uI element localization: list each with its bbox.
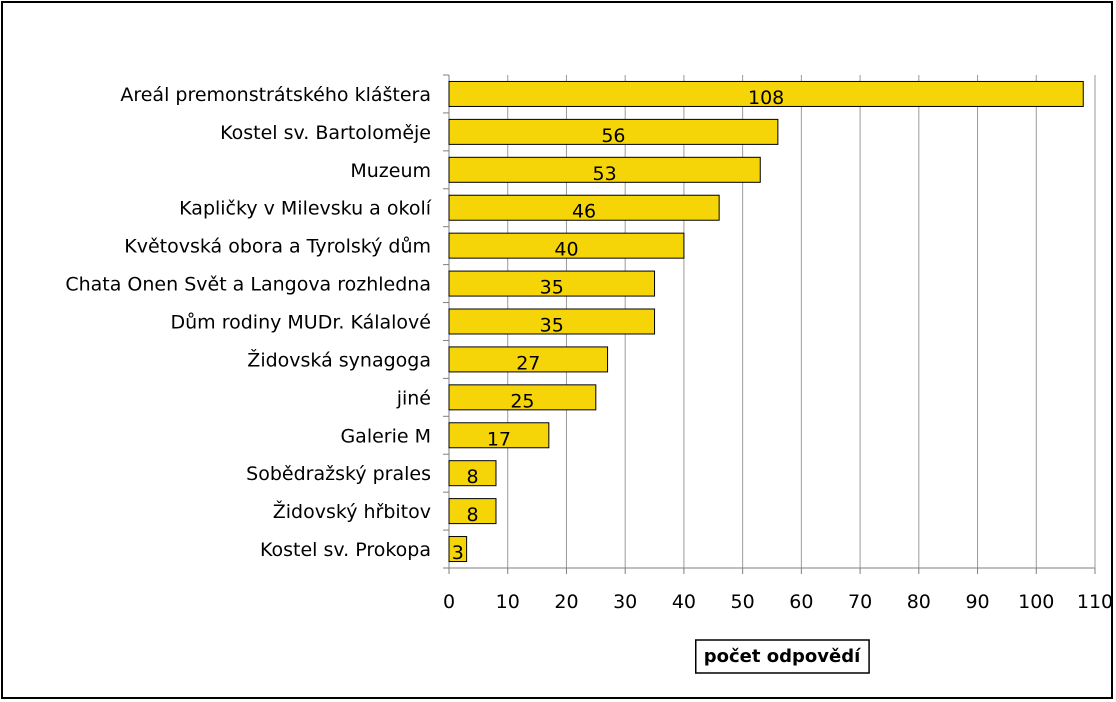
category-label-5: Chata Onen Svět a Langova rozhledna — [65, 274, 431, 296]
bar-3 — [448, 194, 720, 221]
category-label-12: Kostel sv. Prokopa — [260, 539, 431, 561]
category-label-1: Kostel sv. Bartoloměje — [220, 122, 431, 144]
data-label-6: 35 — [540, 315, 564, 337]
bar-8 — [448, 384, 597, 411]
data-label-10: 8 — [466, 466, 478, 488]
x-tick-label-10: 10 — [496, 591, 520, 613]
data-label-8: 25 — [510, 390, 534, 412]
category-label-3: Kapličky v Milevsku a okolí — [179, 198, 432, 220]
bar-1 — [448, 118, 779, 145]
bar-2 — [448, 156, 761, 183]
category-label-6: Dům rodiny MUDr. Kálalové — [170, 312, 431, 334]
bar-10 — [448, 460, 497, 487]
category-label-11: Židovský hřbitov — [273, 500, 431, 523]
data-label-5: 35 — [540, 277, 564, 299]
x-tick-label-60: 60 — [789, 591, 813, 613]
data-label-4: 40 — [554, 239, 578, 261]
category-label-4: Květovská obora a Tyrolský dům — [124, 236, 431, 258]
bar-0 — [448, 80, 1084, 107]
data-label-2: 53 — [593, 163, 617, 185]
x-tick-label-70: 70 — [848, 591, 872, 613]
data-label-12: 3 — [452, 542, 464, 564]
bar-11 — [448, 498, 497, 525]
bar-9 — [448, 422, 550, 449]
category-label-2: Muzeum — [350, 160, 431, 182]
data-label-1: 56 — [601, 125, 625, 147]
x-tick-label-100: 100 — [1018, 591, 1054, 613]
x-tick-label-90: 90 — [965, 591, 989, 613]
bar-12 — [448, 536, 468, 563]
x-axis-title-box — [695, 639, 870, 674]
x-tick-label-80: 80 — [907, 591, 931, 613]
category-label-8: jiné — [396, 387, 431, 409]
data-label-7: 27 — [516, 352, 540, 374]
x-tick-label-20: 20 — [554, 591, 578, 613]
x-tick-label-110: 110 — [1077, 591, 1113, 613]
x-tick-label-30: 30 — [613, 591, 637, 613]
category-label-0: Areál premonstrátského kláštera — [120, 84, 431, 106]
bar-6 — [448, 308, 656, 335]
x-tick-label-50: 50 — [731, 591, 755, 613]
data-label-9: 17 — [487, 428, 511, 450]
bar-5 — [448, 270, 656, 297]
category-label-9: Galerie M — [340, 425, 431, 447]
data-label-0: 108 — [748, 87, 784, 109]
category-label-7: Židovská synagoga — [247, 348, 431, 371]
data-label-3: 46 — [572, 201, 596, 223]
bar-4 — [448, 232, 685, 259]
x-tick-label-0: 0 — [443, 591, 455, 613]
bar-7 — [448, 346, 609, 373]
category-label-10: Sobědražský prales — [246, 463, 431, 485]
data-label-11: 8 — [466, 504, 478, 526]
x-axis-title: počet odpovědí — [704, 646, 861, 667]
x-tick-label-40: 40 — [672, 591, 696, 613]
